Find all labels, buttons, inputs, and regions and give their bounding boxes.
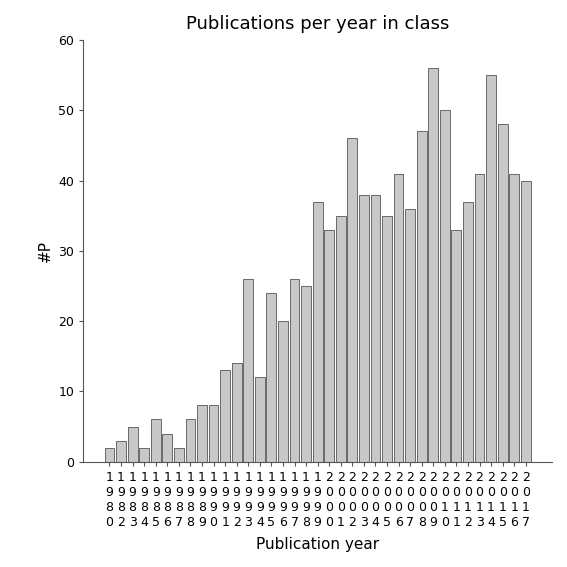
Bar	[128, 426, 138, 462]
Bar	[174, 447, 184, 462]
Bar	[428, 68, 438, 462]
Bar	[440, 111, 450, 462]
Bar	[463, 202, 473, 462]
Bar	[278, 321, 288, 462]
Bar	[405, 209, 415, 462]
Bar	[348, 138, 357, 462]
Bar	[232, 363, 242, 462]
Bar	[382, 216, 392, 462]
Bar	[243, 279, 253, 462]
Bar	[209, 405, 218, 462]
Y-axis label: #P: #P	[37, 240, 53, 262]
Bar	[301, 286, 311, 462]
Bar	[290, 279, 299, 462]
Bar	[393, 174, 404, 462]
Title: Publications per year in class: Publications per year in class	[186, 15, 449, 33]
Bar	[486, 75, 496, 462]
X-axis label: Publication year: Publication year	[256, 537, 379, 552]
Bar	[139, 447, 149, 462]
Bar	[220, 370, 230, 462]
Bar	[255, 377, 265, 462]
Bar	[197, 405, 207, 462]
Bar	[417, 132, 426, 462]
Bar	[475, 174, 484, 462]
Bar	[451, 230, 462, 462]
Bar	[498, 124, 507, 462]
Bar	[151, 420, 160, 462]
Bar	[266, 293, 276, 462]
Bar	[185, 420, 196, 462]
Bar	[521, 181, 531, 462]
Bar	[116, 441, 126, 462]
Bar	[162, 434, 172, 462]
Bar	[371, 194, 380, 462]
Bar	[336, 216, 346, 462]
Bar	[313, 202, 323, 462]
Bar	[509, 174, 519, 462]
Bar	[359, 194, 369, 462]
Bar	[324, 230, 334, 462]
Bar	[104, 447, 115, 462]
